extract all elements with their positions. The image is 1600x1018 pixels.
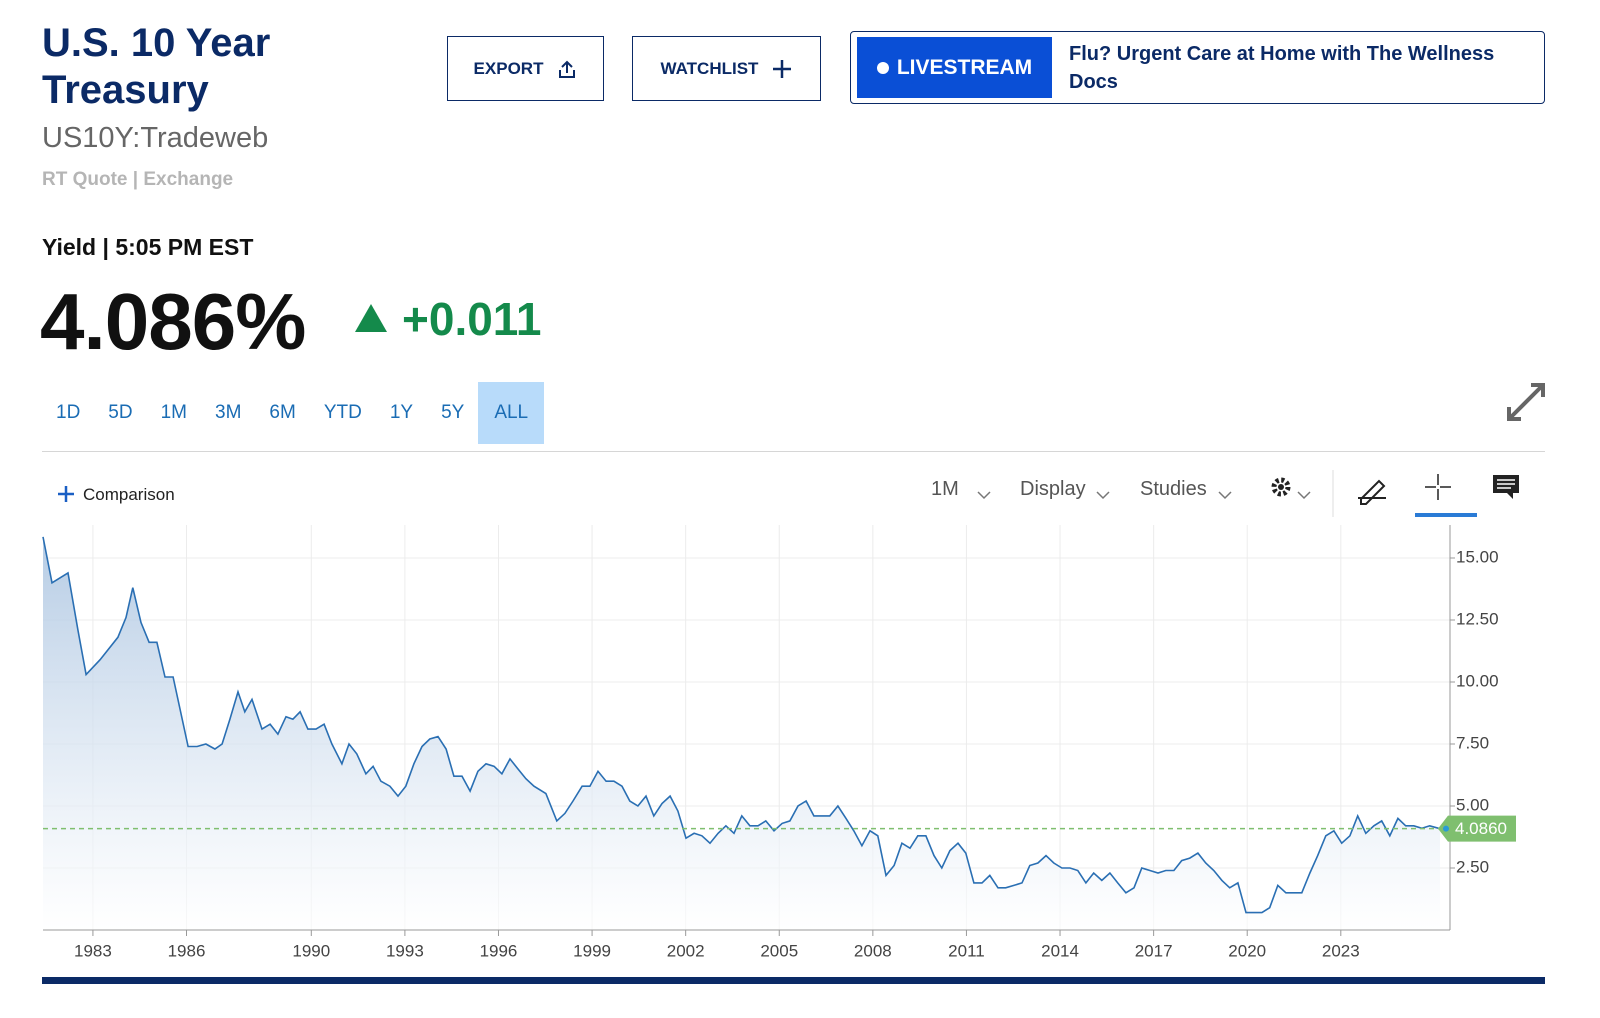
x-tick-label: 1996 (480, 941, 518, 960)
expand-icon[interactable] (1505, 381, 1547, 423)
x-tick-label: 2002 (667, 941, 705, 960)
x-tick-label: 2014 (1041, 941, 1079, 960)
price: 4.086% (40, 277, 306, 366)
promo-text: Flu? Urgent Care at Home with The Wellne… (1069, 43, 1495, 93)
range-tab[interactable]: 3M (215, 402, 242, 423)
y-tick-label: 2.50 (1456, 857, 1489, 876)
x-tick-label: 2008 (854, 941, 892, 960)
reference-label: 4.0860 (1455, 819, 1507, 838)
x-tick-label: 2017 (1135, 941, 1173, 960)
x-tick-label: 1990 (292, 941, 330, 960)
y-tick-label: 12.50 (1456, 609, 1499, 628)
up-arrow (355, 304, 387, 332)
badge-label: LIVESTREAM (896, 55, 1033, 79)
comparison-plus[interactable] (56, 484, 76, 504)
range-tab[interactable]: 6M (269, 402, 296, 423)
line (42, 536, 1441, 914)
reference-tag (1438, 815, 1516, 842)
range-tab[interactable]: 1M (160, 402, 187, 423)
display[interactable]: Display (1020, 478, 1086, 500)
last-point (1443, 825, 1449, 832)
y-tick-label: 7.50 (1456, 733, 1489, 752)
range-tab[interactable]: 1Y (389, 402, 414, 423)
y-tick-label: 15.00 (1456, 547, 1499, 566)
x-tick-label: 1999 (573, 941, 611, 960)
range-tab[interactable]: 5D (108, 402, 133, 423)
toolbar-icons (977, 470, 1519, 517)
y-tick-label: 10.00 (1456, 671, 1499, 690)
export-icon (559, 60, 576, 78)
yield-label: Yield | 5:05 PM EST (42, 234, 254, 260)
quote-source: RT Quote | Exchange (42, 169, 234, 190)
footer-bar (42, 977, 1545, 984)
x-tick-label: 1986 (168, 941, 206, 960)
range-tab[interactable]: 5Y (441, 402, 465, 423)
range-tab[interactable]: 1D (56, 402, 81, 423)
x-tick-label: 1983 (74, 941, 112, 960)
export-button[interactable]: EXPORT (447, 36, 604, 101)
x-tick-label: 2011 (948, 941, 985, 960)
separator (42, 451, 1545, 452)
comparison[interactable]: Comparison (83, 485, 175, 504)
studies[interactable]: Studies (1140, 478, 1207, 500)
range-tab[interactable]: YTD (323, 402, 362, 423)
export-label: EXPORT (473, 58, 544, 78)
range-tab[interactable]: ALL (478, 382, 545, 444)
x-tick-label: 2020 (1228, 941, 1266, 960)
watchlist-label: WATCHLIST (660, 58, 759, 78)
watchlist-button[interactable]: WATCHLIST (632, 36, 821, 101)
y-tick-label: 5.00 (1456, 795, 1489, 814)
area (43, 536, 1440, 930)
x-tick-label: 2023 (1322, 941, 1360, 960)
chart: 1983 1986 1990 1993 1996 1999 2002 2005 2008 2011… (42, 525, 1516, 960)
livestream-badge: LIVESTREAM (857, 37, 1052, 98)
title: U.S. 10 Year Treasury (42, 21, 271, 112)
x-tick-label: 1993 (386, 941, 424, 960)
promo[interactable]: LIVESTREAM Flu? Urgent Care at Home with… (850, 31, 1545, 104)
change: +0.011 (402, 293, 542, 345)
range-tabs: 1D 5D 1M 3M 6M YTD 1Y 5Y ALL (42, 382, 545, 444)
symbol: US10Y:Tradeweb (42, 122, 269, 154)
interval[interactable]: 1M (931, 478, 959, 500)
x-tick-label: 2005 (760, 941, 798, 960)
plus-icon (773, 59, 792, 78)
